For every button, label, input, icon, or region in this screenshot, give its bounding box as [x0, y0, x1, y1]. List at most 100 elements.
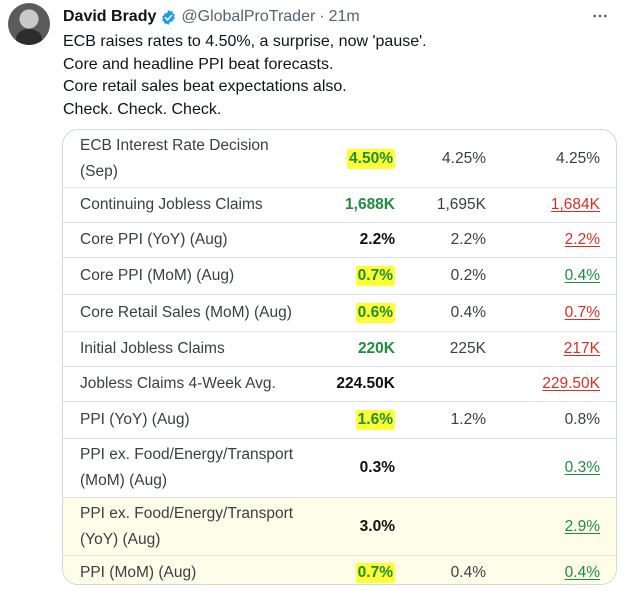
- previous-value-cell: 4.25%: [503, 130, 600, 187]
- author-name[interactable]: David Brady: [63, 8, 157, 25]
- indicator-name-line: Initial Jobless Claims: [80, 340, 225, 357]
- previous-value-cell: 2.9%: [503, 498, 600, 555]
- forecast-value: 0.2%: [450, 267, 486, 284]
- economic-calendar-image[interactable]: ECB Interest Rate Decision (Sep) 4.50% 4.25…: [62, 129, 617, 585]
- actual-value: 4.50%: [347, 148, 395, 169]
- indicator-name-line: Continuing Jobless Claims: [80, 196, 263, 213]
- actual-value: 3.0%: [359, 517, 395, 535]
- verified-badge-icon: [160, 9, 177, 26]
- indicator-name: PPI (YoY) (Aug): [80, 402, 335, 438]
- forecast-value: [403, 498, 486, 555]
- indicator-name-line: Jobless Claims 4-Week Avg.: [80, 375, 276, 392]
- actual-value: 220K: [357, 340, 395, 357]
- indicator-name-line: PPI (YoY) (Aug): [80, 411, 190, 428]
- table-row: PPI ex. Food/Energy/Transport (YoY) (Aug)…: [63, 498, 616, 556]
- table-row: Core Retail Sales (MoM) (Aug) 0.6% 0.4% 0.7…: [63, 295, 616, 332]
- previous-value-cell: 0.4%: [503, 556, 600, 584]
- table-row: PPI (MoM) (Aug) 0.7% 0.4% 0.4%: [63, 556, 616, 584]
- previous-value-cell: 0.3%: [503, 439, 600, 497]
- indicator-name-line: PPI (MoM) (Aug): [80, 564, 197, 581]
- actual-value-cell: 224.50K: [318, 367, 395, 401]
- tweet-header: David Brady @GlobalProTrader · 21m: [63, 6, 612, 28]
- forecast-value: 1,695K: [436, 196, 486, 213]
- previous-value: 4.25%: [556, 149, 600, 167]
- avatar[interactable]: [8, 3, 50, 45]
- previous-value-cell: 1,684K: [503, 188, 600, 222]
- indicator-name: PPI ex. Food/Energy/Transport (MoM) (Aug): [80, 439, 335, 497]
- indicator-name-line: PPI ex. Food/Energy/Transport: [80, 446, 294, 463]
- indicator-name-line: Core Retail Sales (MoM) (Aug): [80, 304, 292, 321]
- actual-value-cell: 0.7%: [318, 556, 395, 584]
- previous-value-cell: 0.7%: [503, 295, 600, 331]
- table-row: Jobless Claims 4-Week Avg. 224.50K 229.50K: [63, 367, 616, 402]
- indicator-name-line: (MoM) (Aug): [80, 472, 167, 489]
- tweet-line: Core retail sales beat expectations also…: [63, 78, 347, 95]
- actual-value-cell: 0.7%: [318, 258, 395, 294]
- actual-value-cell: 2.2%: [318, 223, 395, 257]
- actual-value: 1,688K: [345, 196, 395, 213]
- table-row: Core PPI (MoM) (Aug) 0.7% 0.2% 0.4%: [63, 258, 616, 295]
- previous-value: 1,684K: [550, 196, 600, 213]
- actual-value: 1.6%: [355, 410, 395, 430]
- forecast-value: 4.25%: [442, 149, 486, 167]
- table-row: ECB Interest Rate Decision (Sep) 4.50% 4.25…: [63, 130, 616, 188]
- indicator-name-line: (Sep): [80, 162, 118, 180]
- tweet-line: Core and headline PPI beat forecasts.: [63, 55, 334, 73]
- actual-value-cell: 0.3%: [318, 439, 395, 497]
- forecast-value: 2.2%: [450, 231, 486, 248]
- previous-value: 0.4%: [564, 564, 600, 581]
- previous-value: 0.8%: [564, 411, 600, 428]
- timestamp[interactable]: 21m: [328, 8, 360, 25]
- indicator-name: Core Retail Sales (MoM) (Aug): [80, 295, 335, 331]
- indicator-name: Initial Jobless Claims: [80, 332, 335, 366]
- table-row: PPI (YoY) (Aug) 1.6% 1.2% 0.8%: [63, 402, 616, 439]
- indicator-name: PPI (MoM) (Aug): [80, 556, 335, 584]
- forecast-value: 0.4%: [450, 304, 486, 321]
- author-handle[interactable]: @GlobalProTrader: [181, 8, 316, 25]
- actual-value-cell: 1.6%: [318, 402, 395, 438]
- table-row: Initial Jobless Claims 220K 225K 217K: [63, 332, 616, 367]
- indicator-name-line: Core PPI (YoY) (Aug): [80, 231, 228, 248]
- more-options-icon[interactable]: [590, 6, 610, 26]
- previous-value-cell: 2.2%: [503, 223, 600, 257]
- previous-value-cell: 229.50K: [503, 367, 600, 401]
- dot-separator: ·: [319, 8, 325, 25]
- forecast-value: 225K: [449, 340, 486, 357]
- table-row: Continuing Jobless Claims 1,688K 1,695K 1,6…: [63, 188, 616, 223]
- indicator-name-line: ECB Interest Rate Decision: [80, 136, 269, 154]
- previous-value: 0.3%: [564, 459, 600, 476]
- actual-value: 0.6%: [355, 303, 395, 323]
- indicator-name: Continuing Jobless Claims: [80, 188, 335, 222]
- actual-value-cell: 1,688K: [318, 188, 395, 222]
- previous-value: 217K: [563, 340, 600, 357]
- indicator-name: Core PPI (MoM) (Aug): [80, 258, 335, 294]
- tweet-line: ECB raises rates to 4.50%, a surprise, n…: [63, 33, 427, 50]
- tweet-text: ECB raises rates to 4.50%, a surprise, n…: [63, 31, 613, 121]
- indicator-name-line: Core PPI (MoM) (Aug): [80, 267, 235, 284]
- previous-value-cell: 0.4%: [503, 258, 600, 294]
- forecast-value: [403, 439, 486, 497]
- actual-value-cell: 220K: [318, 332, 395, 366]
- forecast-value: 1.2%: [450, 411, 486, 428]
- previous-value: 0.7%: [564, 304, 600, 321]
- actual-value-cell: 4.50%: [318, 130, 395, 187]
- previous-value: 0.4%: [564, 267, 600, 284]
- previous-value: 2.9%: [564, 517, 600, 535]
- previous-value-cell: 217K: [503, 332, 600, 366]
- indicator-name: ECB Interest Rate Decision (Sep): [80, 130, 335, 187]
- actual-value: 0.7%: [355, 266, 395, 286]
- tweet-line: Check. Check. Check.: [63, 100, 222, 118]
- previous-value: 229.50K: [542, 375, 600, 392]
- actual-value: 224.50K: [336, 375, 395, 392]
- actual-value-cell: 3.0%: [318, 498, 395, 555]
- table-row: PPI ex. Food/Energy/Transport (MoM) (Aug)…: [63, 439, 616, 498]
- indicator-name: PPI ex. Food/Energy/Transport (YoY) (Aug): [80, 498, 335, 555]
- forecast-value: [403, 367, 486, 401]
- table-row: Core PPI (YoY) (Aug) 2.2% 2.2% 2.2%: [63, 223, 616, 258]
- indicator-name: Core PPI (YoY) (Aug): [80, 223, 335, 257]
- indicator-name-line: PPI ex. Food/Energy/Transport: [80, 504, 294, 522]
- actual-value: 0.3%: [359, 459, 395, 476]
- forecast-value: 0.4%: [450, 564, 486, 581]
- indicator-name-line: (YoY) (Aug): [80, 530, 161, 548]
- previous-value-cell: 0.8%: [503, 402, 600, 438]
